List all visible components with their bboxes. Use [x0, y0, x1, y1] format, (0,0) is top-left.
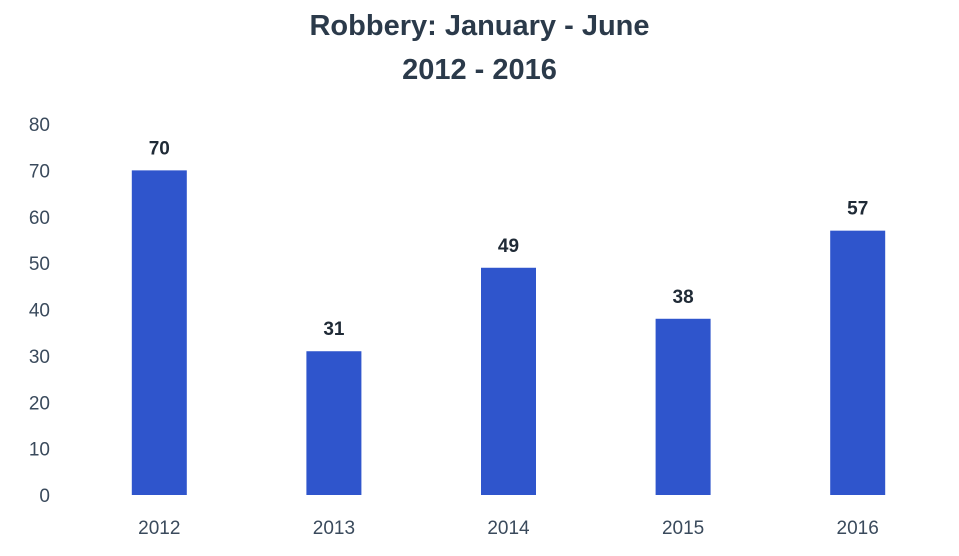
- y-tick-label: 0: [39, 486, 50, 507]
- y-tick-label: 80: [29, 115, 50, 136]
- x-tick-label: 2016: [837, 518, 879, 539]
- y-tick-label: 60: [29, 208, 50, 229]
- chart-title-block: Robbery: January - June 2012 - 2016: [0, 4, 959, 92]
- chart-subtitle: 2012 - 2016: [402, 54, 557, 86]
- bar-2014: [481, 267, 536, 495]
- y-tick-label: 20: [29, 393, 50, 414]
- y-tick-label: 40: [29, 301, 50, 322]
- x-tick-label: 2014: [487, 518, 530, 539]
- bar-value-label: 38: [673, 287, 694, 308]
- bar-2015: [655, 318, 711, 495]
- y-tick-label: 10: [29, 440, 50, 461]
- y-tick-label: 30: [29, 347, 50, 368]
- bar-2012: [131, 170, 187, 495]
- y-tick-label: 50: [29, 254, 50, 275]
- y-tick-label: 70: [29, 161, 50, 182]
- bar-value-label: 49: [498, 236, 519, 257]
- x-tick-label: 2012: [138, 518, 180, 539]
- bar-value-label: 57: [847, 199, 868, 220]
- bar-value-label: 70: [149, 138, 170, 159]
- x-tick-label: 2015: [662, 518, 704, 539]
- chart-title: Robbery: January - June: [309, 10, 650, 42]
- bar-value-label: 31: [323, 319, 345, 340]
- bar-2013: [306, 351, 362, 495]
- x-tick-label: 2013: [313, 518, 355, 539]
- bar-2016: [830, 230, 886, 495]
